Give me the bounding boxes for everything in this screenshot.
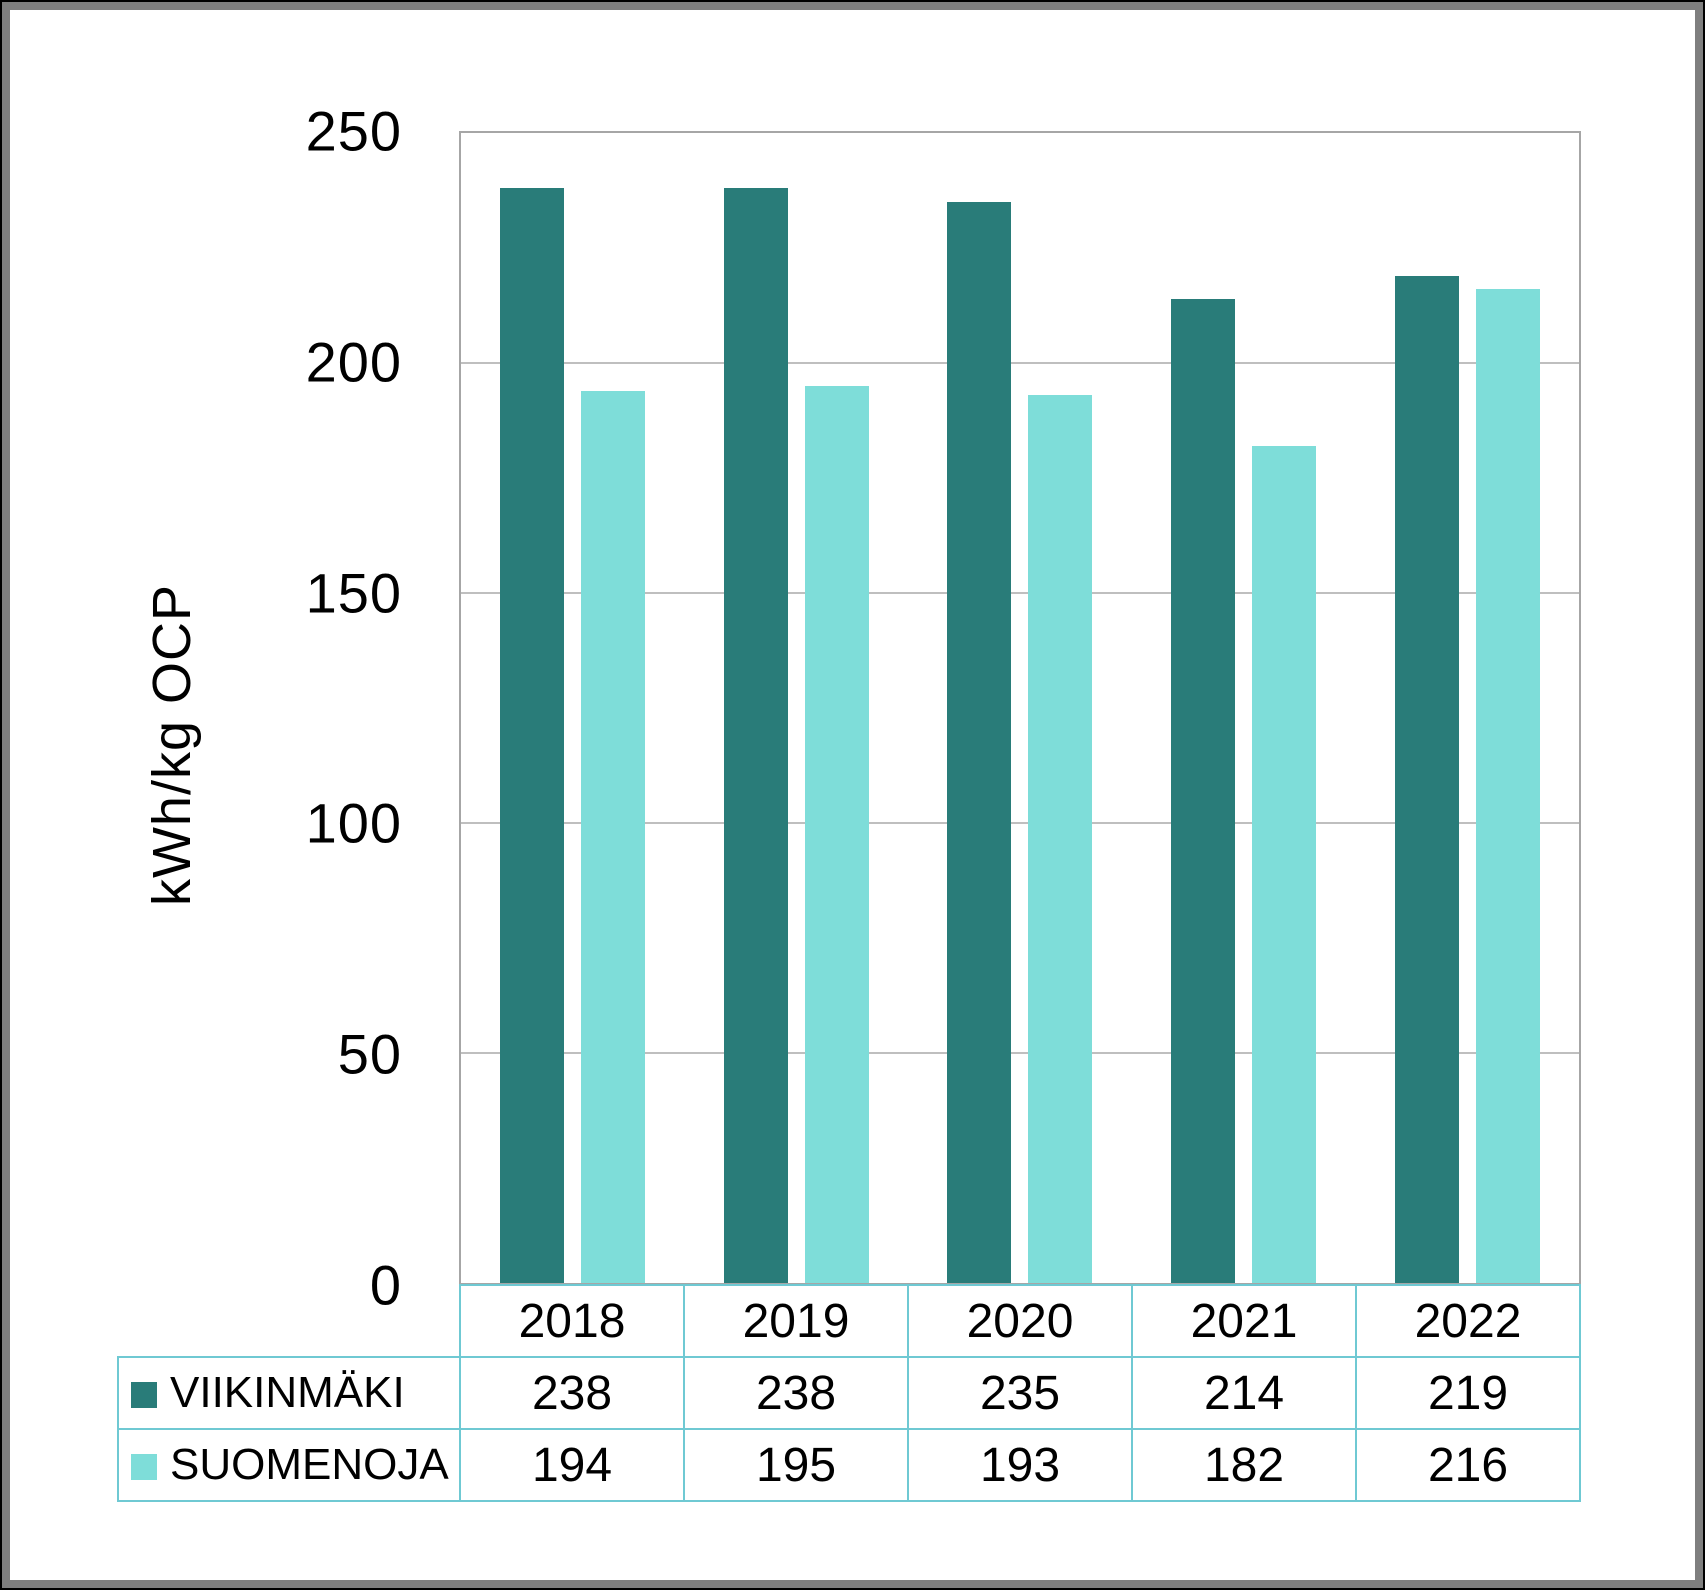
bar-suomenoja-2019 (804, 386, 869, 1283)
bar-viikinmäki-2019 (723, 188, 788, 1283)
y-tick-label-200: 200 (305, 330, 402, 394)
bar-group-2021 (1132, 133, 1356, 1283)
table-year-header-2019: 2019 (683, 1284, 909, 1358)
bar-group-2019 (685, 133, 909, 1283)
legend-label-viikinmäki: VIIKINMÄKI (170, 1368, 405, 1417)
legend-label-suomenoja: SUOMENOJA (170, 1440, 449, 1489)
table-year-header-2021: 2021 (1131, 1284, 1357, 1358)
y-axis-tick-labels: 250 200 150 100 50 0 (10, 100, 402, 1317)
table-row-viikinmäki: VIIKINMÄKI 238 238 235 214 219 (117, 1356, 1581, 1430)
legend-swatch-viikinmäki (131, 1382, 157, 1408)
bar-series-container (461, 133, 1579, 1283)
y-tick-label-100: 100 (305, 791, 402, 855)
y-tick-label-250: 250 (305, 99, 402, 163)
table-year-header-2020: 2020 (907, 1284, 1133, 1358)
table-value-viikinmäki-2018: 238 (459, 1356, 685, 1430)
table-value-suomenoja-2022: 216 (1355, 1428, 1581, 1502)
table-year-header-2018: 2018 (459, 1284, 685, 1358)
bar-group-2022 (1355, 133, 1579, 1283)
table-blank-cell (118, 1285, 460, 1357)
gridline-100 (461, 822, 1579, 824)
table-year-header-2022: 2022 (1355, 1284, 1581, 1358)
table-value-suomenoja-2020: 193 (907, 1428, 1133, 1502)
table-value-suomenoja-2018: 194 (459, 1428, 685, 1502)
table-value-suomenoja-2021: 182 (1131, 1428, 1357, 1502)
bar-group-2020 (908, 133, 1132, 1283)
gridline-150 (461, 592, 1579, 594)
table-value-viikinmäki-2021: 214 (1131, 1356, 1357, 1430)
bar-group-2018 (461, 133, 685, 1283)
plot-area (459, 131, 1581, 1285)
table-value-viikinmäki-2019: 238 (683, 1356, 909, 1430)
y-tick-label-0: 0 (369, 1253, 402, 1317)
data-table-with-legend: 2018 2019 2020 2021 2022 VIIKINMÄKI 238 238 235 2… (117, 1284, 1581, 1502)
legend-swatch-suomenoja (131, 1454, 157, 1480)
y-tick-label-50: 50 (337, 1022, 402, 1086)
legend-cell-viikinmäki: VIIKINMÄKI (117, 1356, 461, 1430)
bar-suomenoja-2018 (581, 390, 646, 1283)
bar-viikinmäki-2021 (1171, 298, 1236, 1283)
legend-cell-suomenoja: SUOMENOJA (117, 1428, 461, 1502)
table-value-viikinmäki-2020: 235 (907, 1356, 1133, 1430)
gridline-200 (461, 362, 1579, 364)
table-header-row: 2018 2019 2020 2021 2022 (118, 1284, 1581, 1358)
bar-viikinmäki-2020 (947, 202, 1012, 1283)
bar-suomenoja-2020 (1028, 395, 1093, 1283)
bar-suomenoja-2022 (1475, 289, 1540, 1283)
bar-viikinmäki-2022 (1394, 275, 1459, 1283)
table-value-suomenoja-2019: 195 (683, 1428, 909, 1502)
bar-viikinmäki-2018 (500, 188, 565, 1283)
chart-canvas: kWh/kg OCP 250 200 150 100 50 0 2018 2019 2020 2… (10, 10, 1695, 1580)
gridline-50 (461, 1052, 1579, 1054)
y-tick-label-150: 150 (305, 561, 402, 625)
table-value-viikinmäki-2022: 219 (1355, 1356, 1581, 1430)
table-row-suomenoja: SUOMENOJA 194 195 193 182 216 (117, 1428, 1581, 1502)
bar-suomenoja-2021 (1252, 445, 1317, 1283)
